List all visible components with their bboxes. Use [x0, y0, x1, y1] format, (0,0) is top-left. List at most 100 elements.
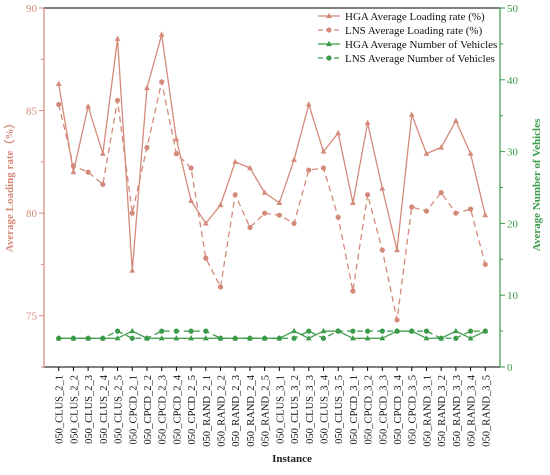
- data-point: [320, 335, 327, 341]
- data-point: [409, 328, 415, 334]
- x-tick-label: 050_RAND_2_1: [202, 375, 213, 447]
- data-point: [232, 158, 239, 164]
- data-point: [291, 327, 297, 334]
- data-point: [114, 335, 121, 341]
- series-line: [58, 330, 486, 340]
- data-point: [158, 31, 165, 37]
- data-point: [262, 335, 268, 341]
- data-point: [453, 335, 459, 341]
- y-right-tick-label: 30: [507, 147, 519, 159]
- data-point: [188, 335, 194, 341]
- data-point: [217, 284, 224, 290]
- y-right-tick-label: 0: [507, 362, 513, 374]
- x-axis-label: Instance: [272, 453, 312, 465]
- data-point: [364, 335, 371, 341]
- y-left-tick-label: 90: [26, 3, 38, 15]
- y-right-tick-label: 20: [507, 218, 519, 230]
- data-point: [379, 185, 386, 191]
- series-0: [55, 31, 489, 273]
- x-tick-label: 050_CLUS_2_2: [69, 375, 80, 444]
- data-point: [320, 165, 327, 171]
- x-tick-label: 050_CPCD_2_2: [143, 375, 154, 444]
- x-tick-label: 050_CPCD_3_2: [364, 375, 375, 444]
- data-point: [261, 189, 268, 195]
- x-tick-label: 050_RAND_3_4: [467, 374, 478, 447]
- x-tick-label: 050_CLUS_2_1: [55, 375, 66, 444]
- x-tick-label: 050_RAND_2_2: [217, 375, 228, 447]
- data-point: [364, 119, 371, 125]
- legend-item: LNS Average Number of Vehicles: [318, 53, 495, 65]
- data-point: [467, 206, 474, 212]
- data-point: [350, 328, 356, 334]
- chart-legend: HGA Average Loading rate (%) LNS Average …: [318, 11, 497, 65]
- data-point: [114, 328, 121, 334]
- data-point: [203, 328, 209, 334]
- x-tick-label: 050_CPCD_3_4: [393, 374, 404, 444]
- data-point: [379, 328, 385, 334]
- legend-item: LNS Average Loading rate (%): [318, 25, 483, 37]
- data-point: [202, 335, 209, 341]
- x-tick-label: 050_CLUS_2_5: [114, 375, 125, 444]
- data-point: [423, 208, 430, 214]
- data-point: [335, 214, 341, 220]
- data-point: [100, 335, 106, 341]
- data-point: [203, 255, 209, 261]
- data-point: [144, 144, 150, 151]
- y-left-tick-label: 80: [26, 208, 38, 220]
- data-point: [262, 210, 268, 216]
- data-point: [394, 246, 400, 253]
- data-point: [291, 156, 297, 162]
- data-point: [100, 181, 106, 188]
- data-point: [144, 335, 150, 341]
- data-point: [350, 199, 356, 205]
- data-point: [99, 150, 106, 156]
- data-point: [173, 335, 180, 341]
- y-right-tick-label: 40: [507, 75, 519, 87]
- x-tick-label: 050_RAND_3_1: [422, 375, 433, 447]
- data-point: [452, 327, 459, 334]
- data-point: [379, 247, 385, 253]
- data-point: [335, 328, 341, 334]
- data-point: [217, 201, 224, 208]
- series-layer: [55, 31, 489, 341]
- x-tick-label: 050_RAND_2_5: [261, 375, 272, 447]
- series-1: [56, 79, 488, 323]
- x-tick-label: 050_CLUS_3_2: [290, 375, 301, 444]
- data-point: [305, 101, 312, 107]
- y-left-tick-label: 85: [26, 106, 38, 118]
- data-point: [394, 317, 400, 323]
- data-point: [276, 335, 282, 341]
- x-tick-label: 050_CPCD_3_1: [349, 375, 360, 444]
- legend-marker: [326, 12, 332, 19]
- y-axis-right-label: Average Number of Vehicles: [531, 118, 543, 251]
- data-point: [291, 220, 297, 226]
- legend-label: LNS Average Loading rate (%): [345, 25, 483, 37]
- data-point: [70, 335, 77, 341]
- data-point: [438, 335, 444, 341]
- data-point: [306, 167, 312, 173]
- x-tick-label: 050_CPCD_3_3: [378, 375, 389, 444]
- data-point: [188, 197, 194, 203]
- data-point: [129, 327, 136, 334]
- data-point: [85, 169, 91, 175]
- data-point: [305, 335, 312, 341]
- data-point: [188, 165, 194, 171]
- data-point: [232, 335, 238, 341]
- data-point: [320, 327, 327, 334]
- data-point: [423, 335, 430, 341]
- y-right-tick-label: 50: [507, 3, 519, 15]
- x-tick-label: 050_CPCD_2_4: [172, 374, 183, 444]
- data-point: [365, 192, 371, 198]
- y-axis-left-label: Average Loading rate（%）: [3, 118, 16, 253]
- x-tick-label: 050_CPCD_3_5: [408, 375, 419, 444]
- data-point: [276, 212, 282, 218]
- x-tick-label: 050_RAND_2_4: [246, 374, 257, 447]
- data-point: [438, 144, 445, 150]
- x-tick-label: 050_CLUS_2_3: [84, 375, 95, 444]
- legend-label: HGA Average Number of Vehicles: [345, 39, 497, 51]
- data-point: [85, 103, 92, 109]
- data-point: [159, 328, 165, 334]
- data-point: [188, 328, 194, 334]
